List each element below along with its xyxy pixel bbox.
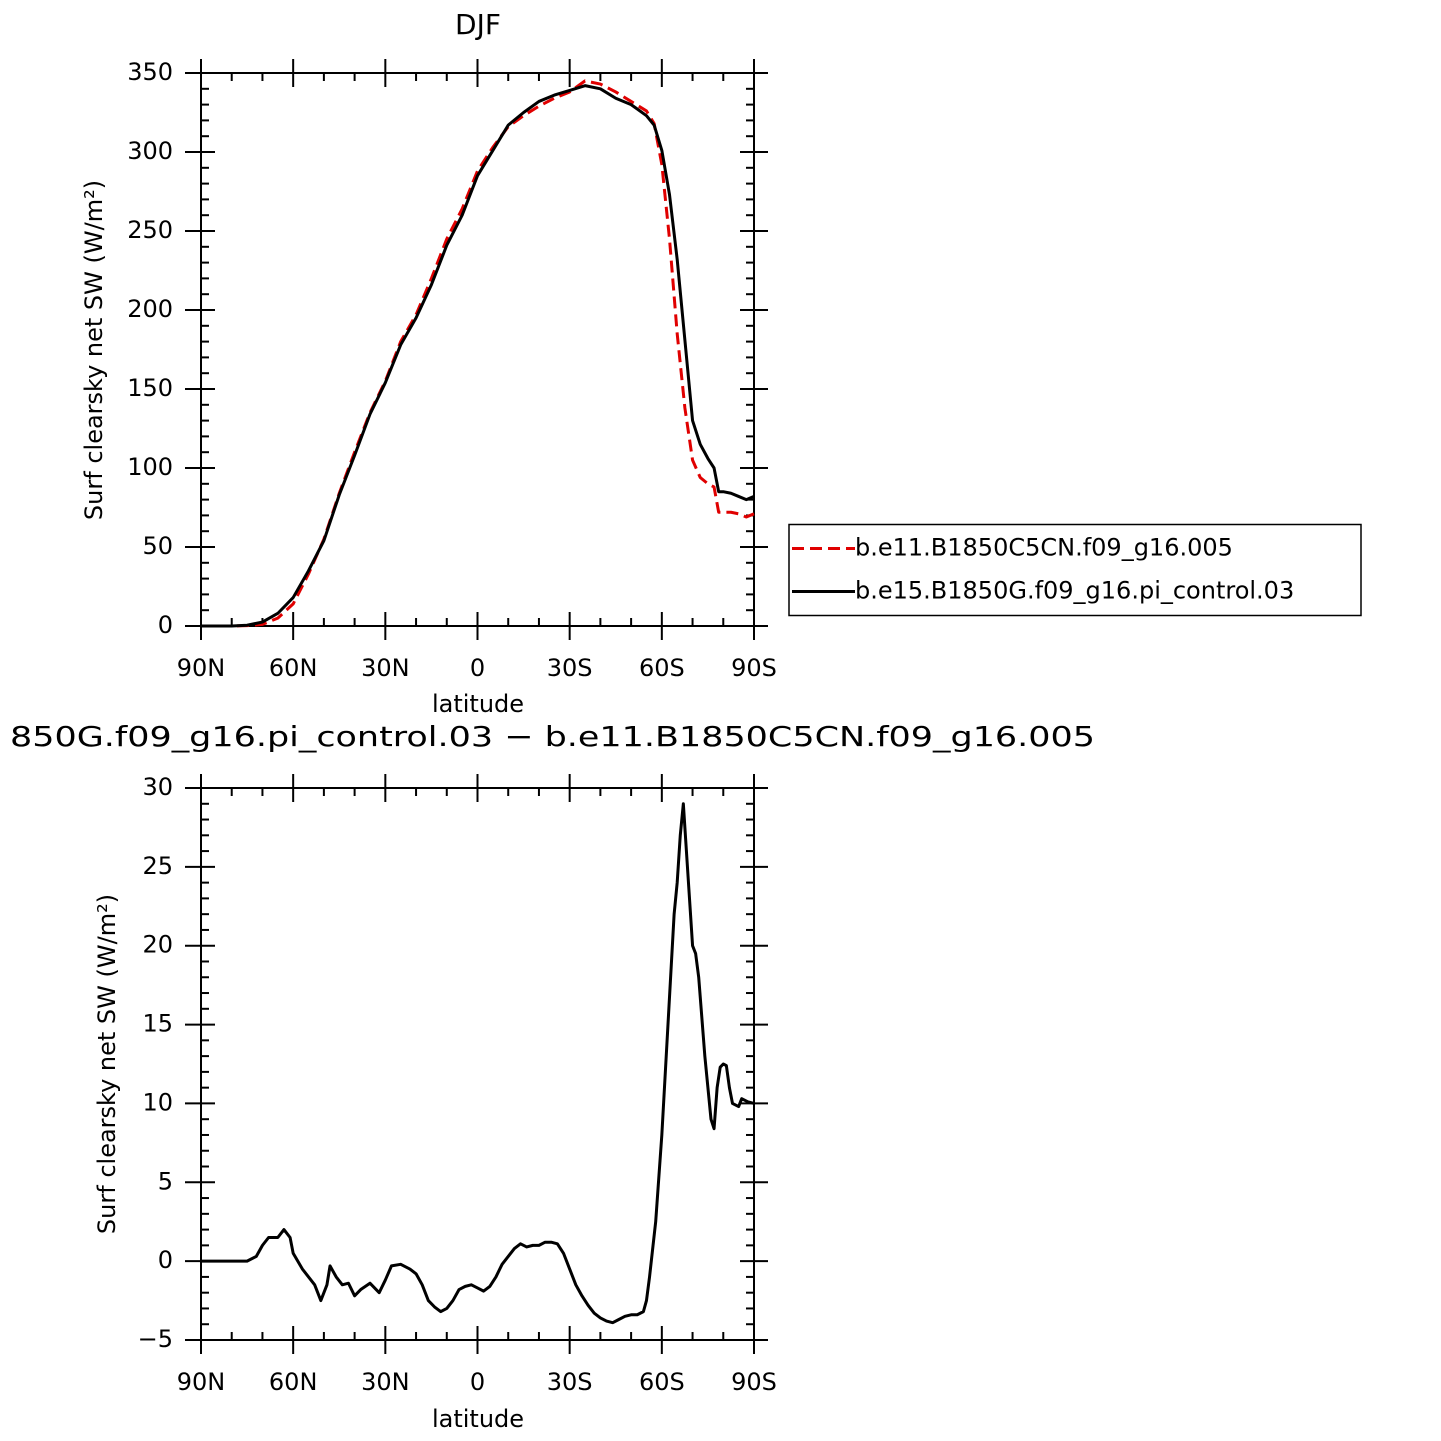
y-tick-label: 200	[127, 295, 173, 323]
y-tick-label: 300	[127, 137, 173, 165]
legend-box	[788, 523, 1362, 617]
data-line	[201, 84, 755, 628]
x-tick-label: 30N	[361, 654, 410, 682]
y-tick-label: 100	[127, 453, 173, 481]
y-tick-label: 0	[158, 1246, 173, 1274]
x-tick-label: 0	[470, 654, 485, 682]
y-tick-label: −5	[138, 1325, 173, 1353]
legend-label: b.e15.B1850G.f09_g16.pi_control.03	[855, 577, 1294, 605]
y-tick-label: 5	[158, 1167, 173, 1195]
x-tick-label: 30S	[547, 1368, 593, 1396]
data-line	[201, 79, 755, 628]
y-tick-label: 50	[142, 532, 173, 560]
x-tick-label: 90N	[177, 654, 226, 682]
x-tick-label: 60N	[269, 1368, 318, 1396]
plot-frame	[200, 787, 755, 1341]
y-tick-label: 15	[142, 1010, 173, 1038]
y-tick-label: 350	[127, 58, 173, 86]
y-tick-label: 10	[142, 1088, 173, 1116]
data-line	[201, 802, 755, 1325]
y-tick-label: 30	[142, 773, 173, 801]
y-tick-label: 250	[127, 216, 173, 244]
chart-title: 850G.f09_g16.pi_control.03 − b.e11.B1850…	[10, 720, 1095, 753]
y-tick-label: 150	[127, 374, 173, 402]
x-tick-label: 90S	[731, 1368, 777, 1396]
y-axis-label: Surf clearsky net SW (W/m²)	[93, 894, 121, 1234]
y-tick-label: 25	[142, 852, 173, 880]
x-axis-label: latitude	[432, 690, 524, 718]
chart-title: DJF	[455, 8, 501, 41]
x-tick-label: 60S	[639, 1368, 685, 1396]
x-tick-label: 60N	[269, 654, 318, 682]
y-tick-label: 20	[142, 931, 173, 959]
x-tick-label: 30S	[547, 654, 593, 682]
y-tick-label: 0	[158, 611, 173, 639]
x-axis-label: latitude	[432, 1405, 524, 1433]
x-tick-label: 90N	[177, 1368, 226, 1396]
x-tick-label: 90S	[731, 654, 777, 682]
x-tick-label: 60S	[639, 654, 685, 682]
legend-label: b.e11.B1850C5CN.f09_g16.005	[855, 534, 1233, 562]
plot-frame	[200, 72, 755, 627]
y-axis-label: Surf clearsky net SW (W/m²)	[80, 180, 108, 520]
x-tick-label: 30N	[361, 1368, 410, 1396]
x-tick-label: 0	[470, 1368, 485, 1396]
